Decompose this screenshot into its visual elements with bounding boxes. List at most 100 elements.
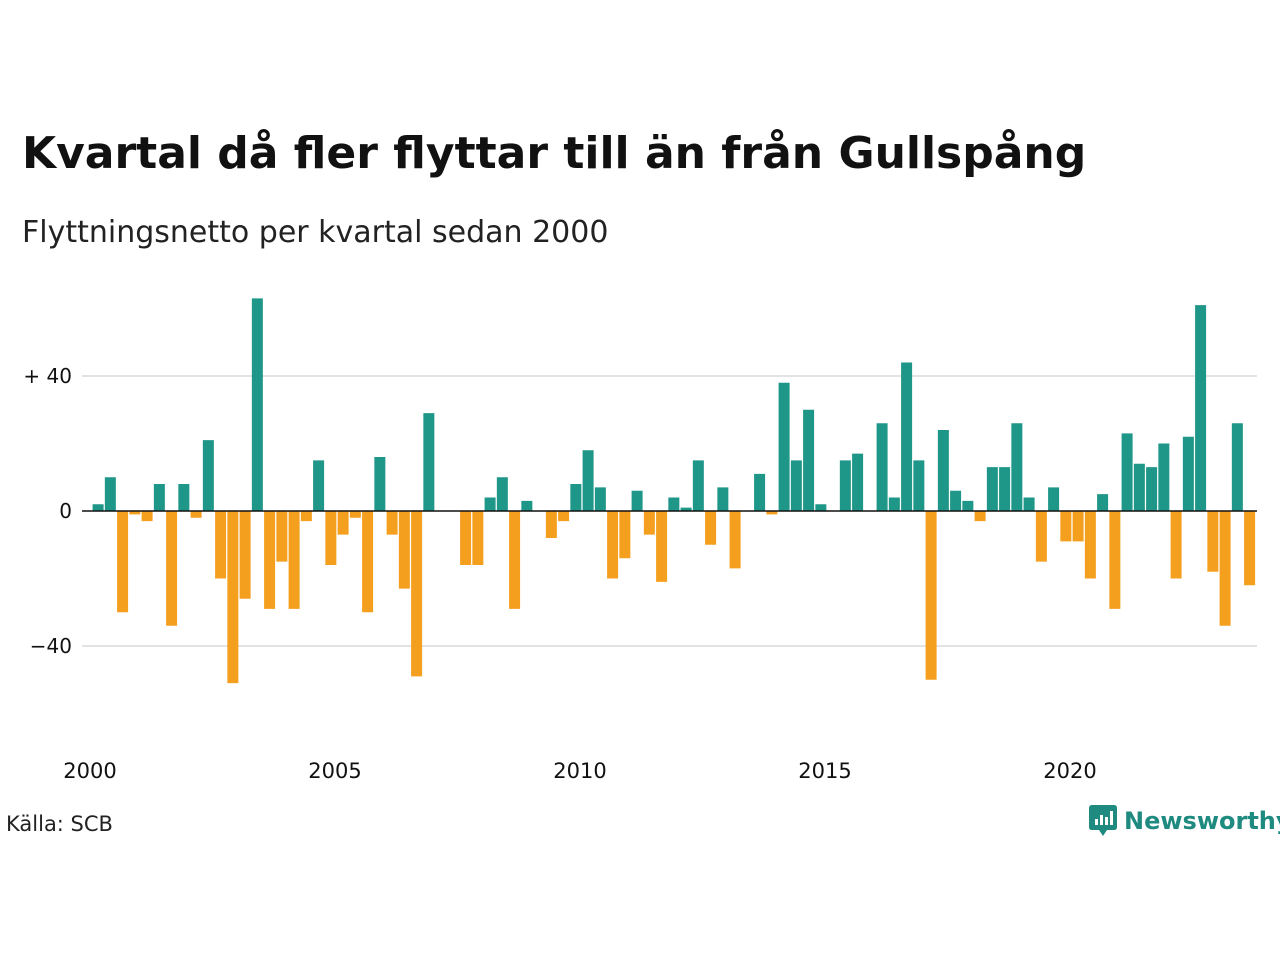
bar-positive — [374, 457, 386, 511]
bar-positive — [1146, 467, 1158, 512]
bar-negative — [227, 511, 239, 684]
bar-negative — [386, 511, 398, 535]
bar-negative — [619, 511, 631, 559]
bar-positive — [1121, 433, 1133, 512]
bar-negative — [411, 511, 423, 677]
bar-negative — [1035, 511, 1047, 562]
bar-negative — [1109, 511, 1121, 609]
bar-negative — [974, 511, 986, 522]
bar-positive — [717, 487, 729, 512]
bar-positive — [986, 467, 998, 512]
bar-positive — [1048, 487, 1060, 512]
bar-positive — [790, 460, 802, 512]
bar-positive — [202, 440, 214, 512]
bar-positive — [1158, 443, 1170, 511]
bar-positive — [423, 413, 435, 512]
bar-positive — [313, 460, 325, 512]
bar-positive — [839, 460, 851, 512]
bar-positive — [815, 504, 827, 511]
bar-positive — [1011, 423, 1023, 511]
bar-positive — [1133, 463, 1145, 511]
bar-positive — [901, 362, 913, 511]
y-tick-label: 0 — [59, 499, 72, 523]
bar-positive — [484, 497, 496, 511]
bar-positive — [1023, 497, 1035, 511]
bar-negative — [276, 511, 288, 562]
bar-positive — [888, 497, 900, 511]
bar-negative — [1207, 511, 1219, 572]
chart-subtitle: Flyttningsnetto per kvartal sedan 2000 — [22, 215, 609, 250]
bar-positive — [92, 504, 104, 511]
bar-negative — [558, 511, 570, 522]
bar-positive — [876, 423, 888, 511]
bar-negative — [545, 511, 557, 538]
bar-negative — [264, 511, 276, 609]
bar-negative — [362, 511, 374, 613]
bar-positive — [778, 382, 790, 511]
bar-negative — [1084, 511, 1096, 579]
x-tick-label: 2020 — [1043, 759, 1096, 783]
bar-negative — [398, 511, 410, 589]
bar-negative — [1244, 511, 1256, 586]
bar-chart: + 40 0 −40 2000 2005 2010 2015 2020 — [23, 298, 1257, 783]
bar-positive — [1097, 494, 1109, 512]
gridlines — [82, 375, 1257, 647]
bar-positive — [950, 490, 962, 511]
source-note: Källa: SCB — [6, 812, 113, 836]
bar-positive — [913, 460, 925, 512]
y-tick-label: −40 — [30, 634, 72, 658]
bar-negative — [766, 511, 778, 515]
bar-positive — [594, 487, 606, 512]
brand-logo: Newsworthy — [1088, 804, 1280, 838]
x-tick-label: 2000 — [63, 759, 116, 783]
bar-positive — [1231, 423, 1243, 511]
bar-positive — [937, 430, 949, 511]
bar-positive — [570, 484, 582, 511]
bar-negative — [117, 511, 129, 613]
y-tick-label: + 40 — [23, 364, 72, 388]
bar-positive — [962, 500, 974, 512]
bar-negative — [337, 511, 349, 535]
bar-negative — [1170, 511, 1182, 579]
bar-negative — [1219, 511, 1231, 626]
bar-positive — [521, 500, 533, 512]
bar-negative — [509, 511, 521, 609]
bar-negative — [141, 511, 153, 522]
bar-positive — [1182, 436, 1194, 511]
bar-positive — [803, 409, 815, 511]
bar-negative — [1072, 511, 1084, 542]
chart-title: Kvartal då fler flyttar till än från Gul… — [22, 128, 1087, 179]
bar-negative — [705, 511, 717, 545]
bar-negative — [129, 511, 141, 515]
bar-negative — [166, 511, 178, 626]
bar-negative — [460, 511, 472, 565]
bar-negative — [288, 511, 300, 609]
bar-positive — [852, 453, 864, 512]
bar-negative — [239, 511, 251, 599]
bar-positive — [680, 507, 692, 512]
bar-negative — [656, 511, 668, 582]
bar-negative — [643, 511, 655, 535]
bar-positive — [754, 473, 766, 512]
bar-negative — [472, 511, 484, 565]
newsworthy-logo-icon — [1089, 805, 1117, 836]
bars — [92, 298, 1256, 684]
bar-positive — [153, 484, 165, 511]
bar-positive — [251, 298, 263, 512]
bar-positive — [999, 467, 1011, 512]
bar-positive — [582, 450, 594, 511]
bar-positive — [631, 490, 643, 511]
bar-negative — [300, 511, 312, 522]
bar-negative — [190, 511, 202, 518]
axes: + 40 0 −40 2000 2005 2010 2015 2020 — [23, 364, 1257, 783]
x-tick-label: 2015 — [798, 759, 851, 783]
brand-name: Newsworthy — [1124, 807, 1280, 835]
bar-negative — [925, 511, 937, 680]
bar-negative — [607, 511, 619, 579]
bar-negative — [729, 511, 741, 569]
bar-negative — [349, 511, 361, 518]
x-tick-label: 2005 — [308, 759, 361, 783]
bar-positive — [1195, 305, 1207, 512]
bar-positive — [496, 477, 508, 511]
bar-negative — [325, 511, 337, 565]
